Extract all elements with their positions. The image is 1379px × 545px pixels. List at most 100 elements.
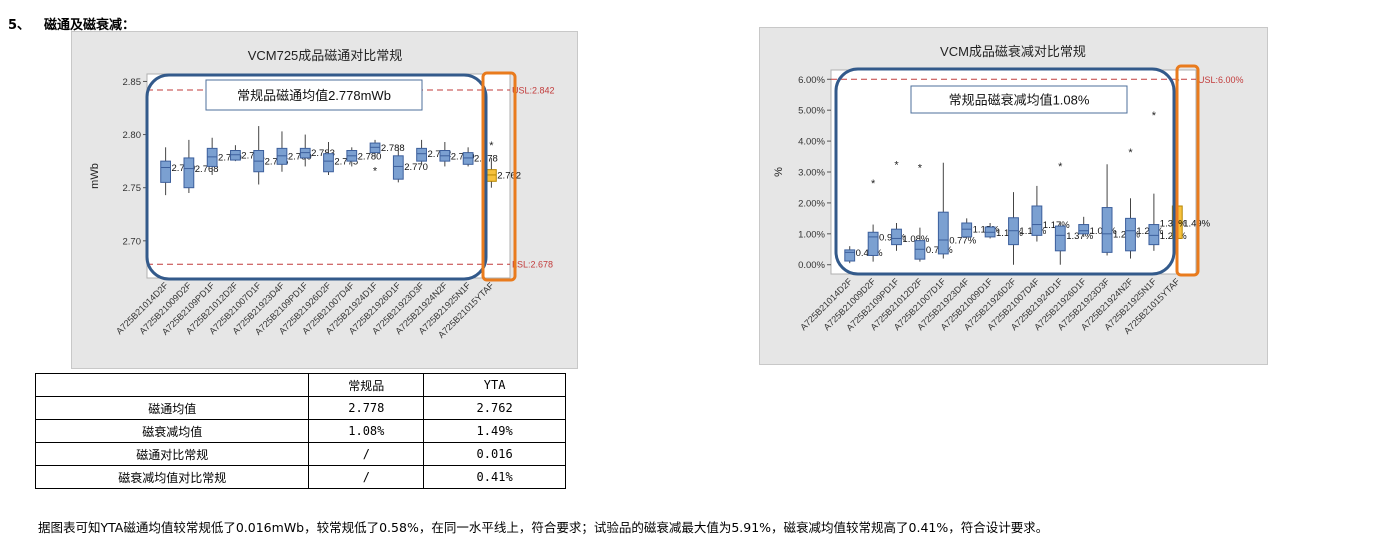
- section-number: 5、: [8, 18, 31, 33]
- y-tick-label: 2.85: [123, 77, 142, 88]
- table-header-row: 常规品 YTA: [34, 373, 566, 397]
- limit-label: USL:2.842: [512, 85, 555, 95]
- annotation-box: [205, 79, 423, 111]
- box: [961, 222, 973, 238]
- section-title: 磁通及磁衰减：: [44, 18, 136, 33]
- table-cell: 2.762: [423, 396, 566, 420]
- chart-title: VCM725成品磁通对比常规: [248, 48, 403, 63]
- box: [323, 153, 334, 173]
- chart-title: VCM成品磁衰减对比常规: [940, 44, 1086, 59]
- table-header-cell: 常规品: [308, 373, 425, 397]
- table-cell: 1.49%: [423, 419, 566, 443]
- data-label: 2.769: [172, 163, 196, 174]
- box: [1101, 207, 1113, 253]
- data-label: 2.779: [218, 152, 242, 163]
- box: [369, 142, 381, 154]
- data-label: 2.780: [358, 151, 382, 162]
- data-label: 1.37%: [1066, 231, 1093, 242]
- data-label: 1.17%: [1043, 220, 1070, 231]
- outlier-marker: *: [894, 159, 899, 171]
- table-cell: 磁通均值: [34, 396, 310, 420]
- box: [160, 160, 172, 183]
- limit-label: LSL:2.678: [512, 260, 553, 270]
- box: [392, 155, 404, 180]
- table-cell: 磁衰减均值: [34, 419, 310, 443]
- data-label: 0.77%: [949, 236, 976, 247]
- data-label: 2.762: [497, 170, 521, 181]
- flux-chart-panel: VCM725成品磁通对比常规 mWb 2.70 2.75 2.80 2.85 USL:2.8…: [71, 31, 578, 369]
- outlier-marker: *: [918, 162, 923, 174]
- box: [914, 240, 926, 260]
- box: [844, 249, 856, 262]
- y-tick-label: 0.00%: [798, 260, 825, 271]
- outlier-marker: *: [373, 166, 378, 178]
- box: [462, 152, 474, 165]
- table-row: 磁衰减均值对比常规 / 0.41%: [34, 465, 566, 489]
- box: [183, 157, 195, 189]
- box: [1054, 225, 1066, 252]
- y-tick-label: 1.00%: [798, 229, 825, 240]
- table-cell: 磁衰减均值对比常规: [34, 465, 310, 489]
- table-cell: 1.08%: [308, 419, 425, 443]
- outlier-marker: *: [1128, 147, 1133, 159]
- data-label: 1.08%: [902, 234, 929, 245]
- table-cell: 2.778: [308, 396, 425, 420]
- y-tick-label: 2.00%: [798, 198, 825, 209]
- annotation-box: [910, 85, 1128, 114]
- box: [485, 169, 497, 182]
- table-row: 磁通均值 2.778 2.762: [34, 396, 566, 420]
- flux-boxplot: VCM725成品磁通对比常规 mWb 2.70 2.75 2.80 2.85 USL:2.8…: [89, 48, 555, 340]
- table-cell: 磁通对比常规: [34, 442, 310, 466]
- y-tick-label: 2.80: [123, 130, 142, 141]
- conclusion-text: 据图表可知YTA磁通均值较常规低了0.016mWb，较常规低了0.58%，在同一…: [38, 520, 1049, 535]
- data-label: 2.768: [195, 164, 219, 175]
- box: [1031, 205, 1043, 236]
- annotation-text: 常规品磁衰减均值1.08%: [949, 93, 1090, 108]
- box: [867, 231, 879, 256]
- outlier-marker: *: [489, 140, 494, 152]
- box: [937, 211, 949, 255]
- outlier-marker: *: [871, 178, 876, 190]
- table-row: 磁通对比常规 / 0.016: [34, 442, 566, 466]
- data-label: 2.780: [288, 151, 312, 162]
- data-label: 2.775: [265, 157, 289, 168]
- y-axis-label: %: [773, 167, 785, 177]
- y-tick-label: 2.70: [123, 236, 142, 247]
- table-header-cell: YTA: [423, 373, 566, 397]
- y-tick-label: 2.75: [123, 183, 142, 194]
- y-tick-label: 5.00%: [798, 106, 825, 117]
- data-label: 2.775: [334, 157, 358, 168]
- data-label: 2.782: [427, 149, 451, 160]
- data-label: 2.781: [241, 150, 265, 161]
- y-tick-label: 4.00%: [798, 137, 825, 148]
- box: [416, 147, 427, 162]
- box: [1125, 217, 1136, 252]
- regular-group-outline: [834, 67, 1176, 276]
- table-cell: 0.016: [423, 442, 566, 466]
- box: [891, 228, 902, 246]
- data-label: 2.780: [451, 151, 475, 162]
- y-tick-label: 6.00%: [798, 75, 825, 86]
- y-tick-label: 3.00%: [798, 168, 825, 179]
- annotation-text: 常规品磁通均值2.778mWb: [237, 88, 391, 103]
- box: [299, 147, 311, 159]
- limit-label: USL:6.00%: [1198, 75, 1244, 85]
- box: [206, 147, 218, 167]
- table-cell: 0.41%: [423, 465, 566, 489]
- data-label: 2.770: [404, 162, 428, 173]
- attenuation-chart-panel: VCM成品磁衰减对比常规% 0.00% 1.00% 2.00% 3.00% 4.00% 5.…: [759, 27, 1268, 365]
- table-cell: /: [308, 442, 425, 466]
- outlier-marker: *: [1058, 161, 1063, 173]
- yta-highlight-frame: [481, 71, 517, 282]
- attenuation-boxplot: VCM成品磁衰减对比常规% 0.00% 1.00% 2.00% 3.00% 4.00% 5.…: [773, 44, 1244, 336]
- outlier-marker: *: [1152, 110, 1157, 122]
- box: [1078, 224, 1090, 235]
- data-label: 2.783: [311, 148, 335, 159]
- box: [230, 150, 241, 161]
- table-cell: /: [308, 465, 425, 489]
- yta-highlight-frame: [1175, 64, 1200, 277]
- table-header-cell: [34, 373, 310, 397]
- section-heading: 5、 磁通及磁衰减：: [8, 14, 149, 33]
- box: [1148, 224, 1160, 246]
- comparison-table: 常规品 YTA 磁通均值 2.778 2.762 磁衰减均值 1.08% 1.4…: [34, 373, 566, 489]
